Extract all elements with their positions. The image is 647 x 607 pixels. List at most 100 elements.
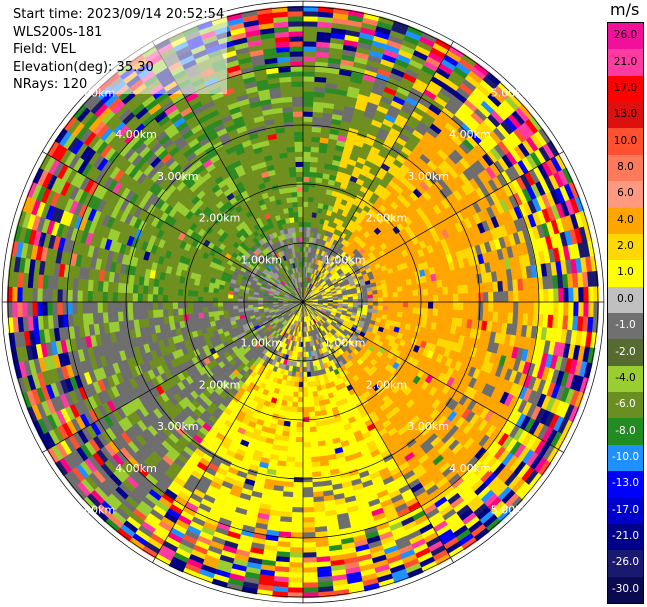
velocity-cell: [488, 291, 494, 303]
velocity-cell: [302, 451, 312, 458]
velocity-cell: [302, 231, 307, 238]
velocity-cell: [362, 298, 369, 303]
velocity-cell: [372, 301, 379, 307]
velocity-cell: [295, 441, 304, 448]
velocity-cell: [447, 301, 454, 311]
velocity-cell: [377, 301, 384, 307]
velocity-cell: [573, 301, 580, 317]
velocity-cell: [412, 289, 419, 297]
velocity-cell: [302, 241, 307, 248]
velocity-cell: [302, 577, 318, 584]
velocity-cell: [452, 293, 459, 303]
velocity-cell: [286, 451, 296, 458]
velocity-cell: [310, 151, 319, 158]
velocity-cell: [307, 211, 313, 218]
velocity-cell: [302, 141, 312, 147]
velocity-cell: [302, 106, 314, 112]
velocity-cell: [297, 396, 304, 403]
velocity-cell: [312, 390, 319, 398]
velocity-cell: [513, 290, 519, 303]
velocity-cell: [310, 451, 320, 458]
velocity-cell: [302, 376, 308, 383]
velocity-cell: [467, 310, 474, 321]
velocity-cell: [302, 557, 317, 564]
velocity-cell: [533, 301, 539, 315]
velocity-cell: [563, 301, 570, 317]
velocity-cell: [302, 156, 311, 163]
velocity-cell: [302, 562, 318, 569]
velocity-cell: [302, 381, 308, 388]
velocity-cell: [305, 356, 310, 363]
velocity-cell: [382, 288, 389, 294]
velocity-cell: [311, 471, 322, 478]
velocity-cell: [422, 301, 429, 309]
velocity-cell: [513, 301, 519, 314]
velocity-cell: [302, 361, 307, 368]
velocity-cell: [558, 301, 565, 316]
velocity-cell: [362, 294, 369, 300]
velocity-cell: [432, 294, 439, 303]
velocity-cell: [284, 466, 295, 473]
velocity-cell: [397, 291, 404, 298]
velocity-cell: [296, 411, 304, 418]
velocity-cell: [302, 512, 315, 518]
velocity-cell: [452, 285, 459, 295]
velocity-cell: [309, 366, 315, 373]
velocity-cell: [307, 386, 313, 393]
velocity-cell: [442, 301, 449, 310]
velocity-cell: [386, 287, 394, 294]
velocity-cell: [302, 251, 306, 258]
velocity-cell: [392, 306, 399, 313]
velocity-cell: [302, 441, 311, 448]
velocity-cell: [302, 131, 313, 137]
velocity-cell: [302, 56, 317, 62]
velocity-cell: [299, 356, 304, 363]
velocity-cell: [289, 542, 304, 548]
velocity-cell: [402, 296, 409, 303]
velocity-cell: [377, 297, 384, 303]
velocity-cell: [302, 467, 313, 473]
velocity-cell: [307, 206, 314, 213]
velocity-cell: [553, 301, 560, 316]
velocity-cell: [397, 301, 404, 308]
velocity-cell: [306, 221, 312, 228]
velocity-cell: [396, 286, 404, 293]
velocity-cell: [407, 295, 414, 303]
velocity-cell: [309, 171, 317, 178]
velocity-cell: [352, 298, 359, 303]
velocity-cell: [367, 298, 374, 303]
velocity-cell: [437, 294, 444, 303]
velocity-cell: [311, 381, 317, 388]
velocity-cell: [302, 151, 312, 158]
velocity-cell: [407, 290, 414, 297]
velocity-cell: [307, 196, 315, 203]
velocity-cell: [302, 507, 315, 513]
velocity-cell: [302, 477, 313, 483]
velocity-cell: [292, 396, 299, 403]
velocity-cell: [302, 436, 311, 443]
velocity-cell: [302, 421, 310, 428]
velocity-cell: [309, 166, 318, 173]
velocity-cell: [295, 431, 304, 438]
velocity-cell: [493, 301, 499, 313]
velocity-cell: [387, 301, 394, 307]
velocity-cell: [294, 457, 304, 463]
velocity-cell: [302, 552, 317, 559]
velocity-cell: [463, 293, 469, 303]
velocity-cell: [311, 136, 321, 143]
velocity-cell: [382, 292, 389, 299]
velocity-cell: [377, 289, 384, 295]
velocity-cell: [387, 297, 394, 303]
velocity-cell: [306, 376, 312, 383]
velocity-cell: [302, 176, 310, 183]
velocity-cell: [302, 206, 309, 213]
velocity-cell: [518, 290, 524, 303]
velocity-cell: [298, 371, 304, 378]
velocity-cell: [397, 306, 404, 313]
velocity-cell: [302, 91, 315, 97]
velocity-cell: [302, 196, 309, 203]
velocity-cell: [302, 502, 315, 508]
velocity-cell: [292, 497, 304, 503]
velocity-cell: [306, 216, 313, 223]
velocity-cell: [302, 532, 316, 538]
